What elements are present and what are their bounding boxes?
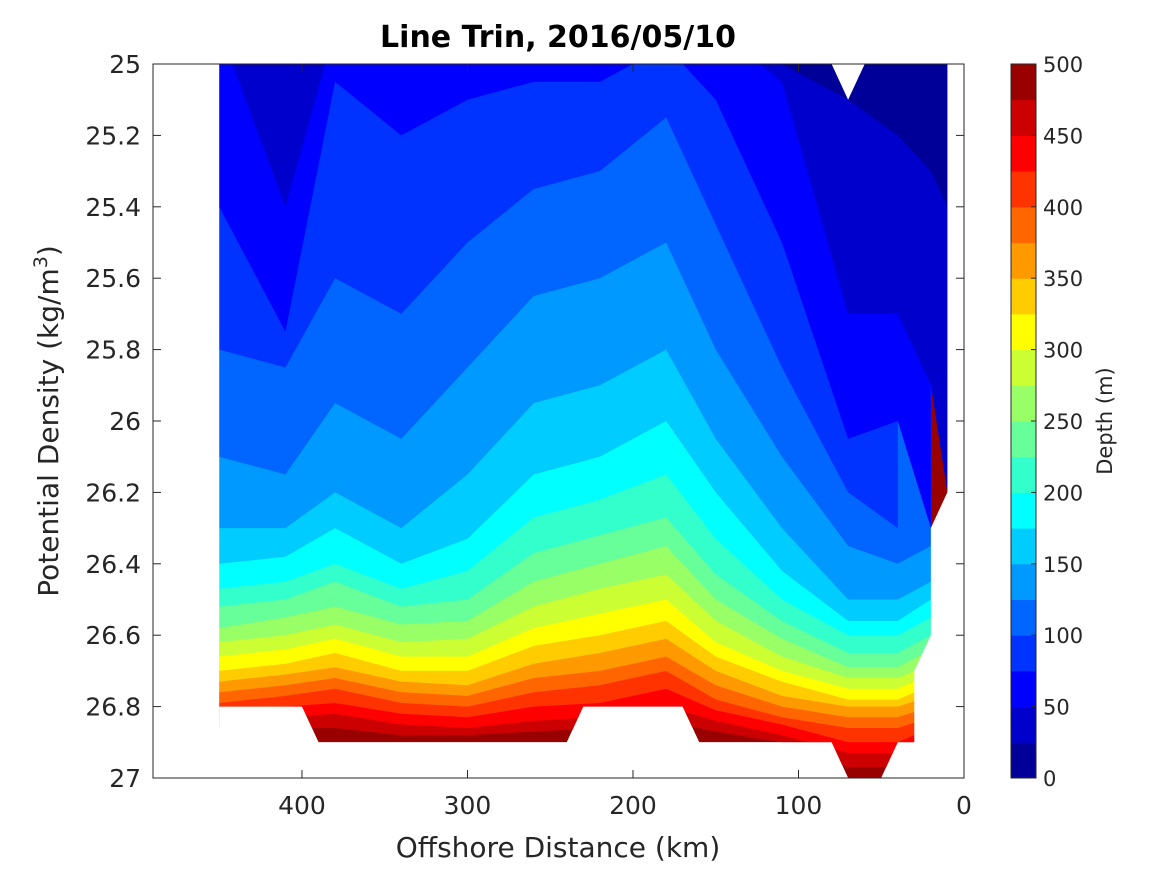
colorbar-swatch [1011,99,1036,136]
y-tick-label: 25.4 [85,193,141,222]
colorbar-swatch [1011,135,1036,172]
colorbar-swatch [1011,421,1036,458]
colorbar-tick-label: 100 [1043,624,1083,648]
colorbar-swatch [1011,313,1036,351]
y-tick-label: 27 [109,764,141,793]
x-axis-label: Offshore Distance (km) [396,831,721,864]
y-axis: 25 25.2 25.4 25.6 25.8 26 26.2 26.4 26.6 26.8 27 [85,50,964,793]
colorbar-tick-label: 400 [1043,196,1083,220]
colorbar-swatch [1011,206,1036,243]
x-tick-label: 300 [444,791,492,820]
x-tick-label: 200 [609,791,657,820]
y-axis-label-text: Potential Density (kg/m [32,268,65,597]
plot-area [153,64,964,778]
x-tick-label: 100 [775,791,823,820]
y-tick-label: 26.8 [85,693,141,722]
no-data-left [153,64,220,778]
x-tick-label: 400 [278,791,326,820]
colorbar-tick-label: 450 [1043,124,1083,148]
colorbar-swatch [1011,492,1036,529]
y-tick-label: 25 [109,50,141,79]
colorbar-tick-label: 350 [1043,267,1083,291]
colorbar-label: Depth (m) [1093,367,1117,474]
y-axis-label-close: ) [32,245,65,256]
colorbar-swatch [1011,242,1036,279]
contour-band [219,64,898,529]
colorbar-swatch [1011,599,1036,636]
no-data-top-gap [831,64,865,100]
colorbar-swatch [1011,278,1036,315]
y-tick-label: 25.2 [85,121,141,150]
y-tick-label: 25.8 [85,336,141,365]
y-axis-label-superscript: 3 [30,256,52,268]
colorbar: 0 50 100 150 200 250 300 350 400 450 500 [1010,53,1083,791]
y-tick-label: 26.2 [85,478,141,507]
x-axis: 400 300 200 100 0 [278,64,972,820]
colorbar-tick-label: 0 [1043,767,1056,791]
colorbar-swatch [1011,670,1036,708]
no-data-mask [219,492,964,778]
contour-band [781,64,948,207]
colorbar-swatch [1011,64,1036,101]
y-tick-label: 26.4 [85,550,141,579]
colorbar-tick-label: 200 [1043,481,1083,505]
colorbar-swatch [1011,706,1036,743]
colorbar-swatch [1011,563,1036,600]
no-data-right [947,64,964,778]
colorbar-tick-label: 500 [1043,53,1083,77]
colorbar-swatch [1011,349,1036,386]
contour-band [219,64,931,529]
colorbar-swatch [1011,635,1036,672]
chart-title: Line Trin, 2016/05/10 [380,20,736,55]
y-tick-label: 26 [109,407,141,436]
colorbar-tick-label: 300 [1043,339,1083,363]
colorbar-swatch [1011,528,1036,565]
colorbar-swatch [1011,385,1036,422]
colorbar-tick-label: 50 [1043,696,1070,720]
colorbar-swatch [1011,456,1036,493]
colorbar-tick-label: 250 [1043,410,1083,434]
x-tick-label: 0 [956,791,972,820]
colorbar-swatch [1011,742,1036,779]
y-tick-label: 26.6 [85,621,141,650]
y-tick-label: 25.6 [85,264,141,293]
colorbar-tick-label: 150 [1043,553,1083,577]
y-axis-label: Potential Density (kg/m3) [30,245,65,597]
colorbar-swatch [1011,171,1036,208]
